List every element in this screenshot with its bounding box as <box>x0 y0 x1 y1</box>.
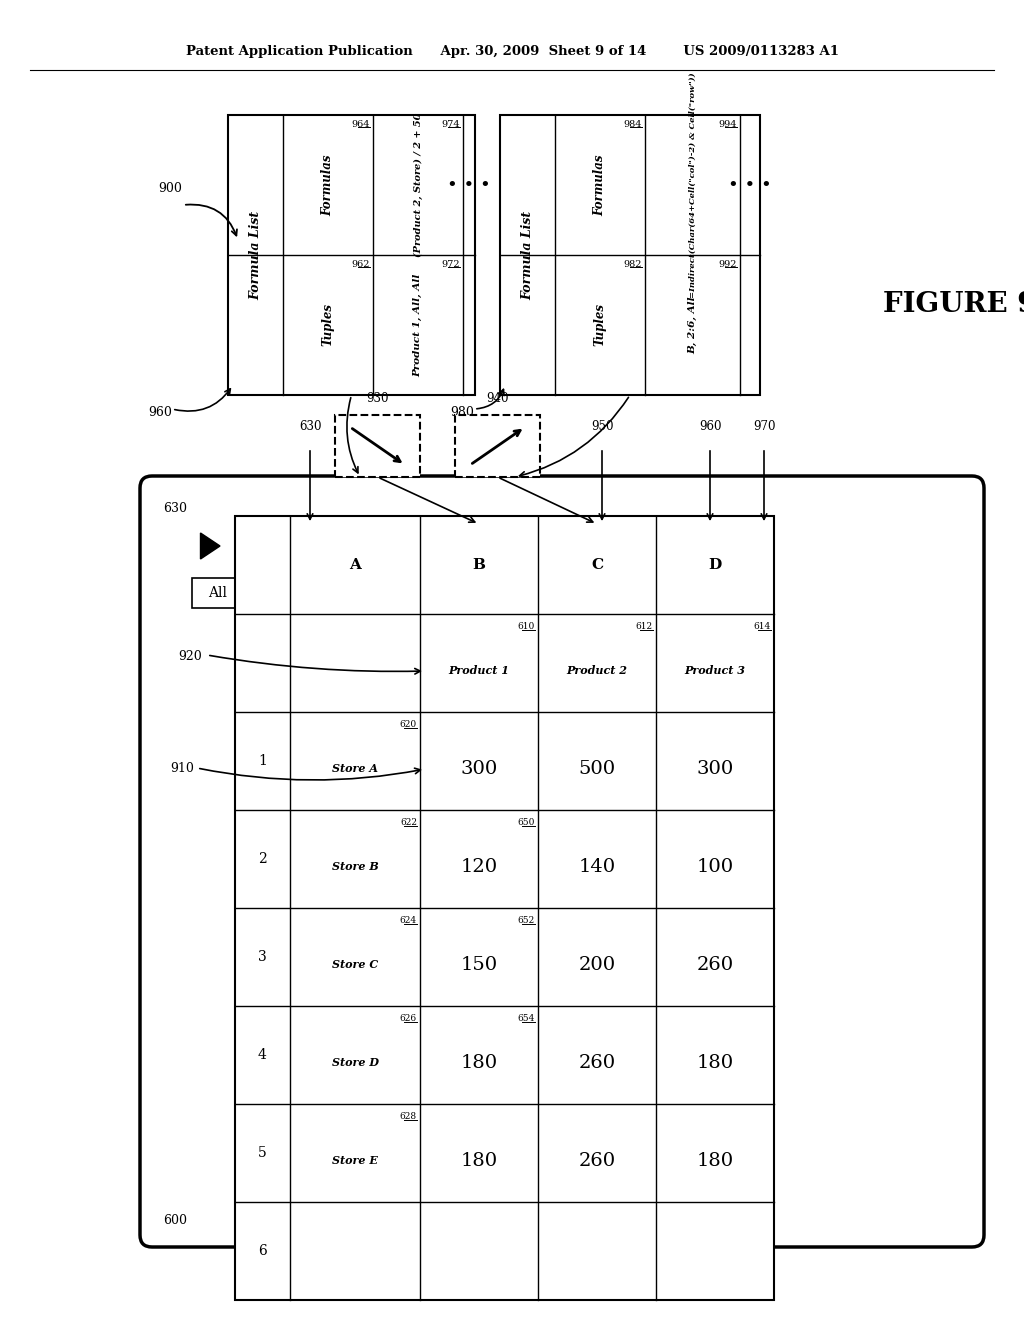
Text: 650: 650 <box>517 818 535 828</box>
Text: Tuples: Tuples <box>322 304 335 346</box>
Text: B, 2:6, All: B, 2:6, All <box>688 296 697 354</box>
Text: 994: 994 <box>719 120 737 129</box>
Text: 180: 180 <box>696 1053 733 1072</box>
Bar <box>455 414 540 477</box>
Polygon shape <box>201 533 220 558</box>
Text: 930: 930 <box>367 392 389 405</box>
Text: All: All <box>209 586 227 601</box>
Text: 984: 984 <box>624 120 642 129</box>
Text: 920: 920 <box>178 649 202 663</box>
Text: 964: 964 <box>351 120 370 129</box>
Text: 180: 180 <box>461 1053 498 1072</box>
Text: 180: 180 <box>461 1152 498 1170</box>
Text: Store A: Store A <box>332 763 378 775</box>
Text: 6: 6 <box>258 1243 267 1258</box>
Text: Patent Application Publication      Apr. 30, 2009  Sheet 9 of 14        US 2009/: Patent Application Publication Apr. 30, … <box>185 45 839 58</box>
Text: 982: 982 <box>624 260 642 269</box>
Text: 960: 960 <box>148 407 172 420</box>
Text: 614: 614 <box>754 622 771 631</box>
Text: 980: 980 <box>451 407 474 420</box>
Text: 180: 180 <box>696 1152 733 1170</box>
Text: 140: 140 <box>579 858 615 876</box>
Text: Formula List: Formula List <box>249 210 262 300</box>
Text: Store B: Store B <box>332 862 379 873</box>
Text: D: D <box>709 558 722 572</box>
Text: 260: 260 <box>579 1152 615 1170</box>
Text: 100: 100 <box>696 858 733 876</box>
FancyBboxPatch shape <box>140 477 984 1247</box>
Text: 624: 624 <box>400 916 417 925</box>
Text: 972: 972 <box>441 260 460 269</box>
Text: 962: 962 <box>351 260 370 269</box>
Text: 4: 4 <box>258 1048 267 1063</box>
Text: 654: 654 <box>517 1014 535 1023</box>
Text: FIGURE 9: FIGURE 9 <box>884 292 1024 318</box>
Text: 622: 622 <box>400 818 417 828</box>
Text: 900: 900 <box>158 181 182 194</box>
Text: 2: 2 <box>258 851 267 866</box>
Text: • • •: • • • <box>728 176 772 194</box>
Text: 600: 600 <box>163 1213 187 1226</box>
Text: 910: 910 <box>170 762 194 775</box>
Text: Store C: Store C <box>332 960 378 970</box>
Text: Store D: Store D <box>332 1057 379 1068</box>
Text: 626: 626 <box>400 1014 417 1023</box>
Text: 940: 940 <box>486 392 509 405</box>
Bar <box>335 414 420 477</box>
Text: 630: 630 <box>299 420 322 433</box>
Text: 300: 300 <box>696 760 733 777</box>
Bar <box>500 115 760 395</box>
Text: Tuples: Tuples <box>594 304 606 346</box>
Text: (Product 2, Store) / 2 + 50: (Product 2, Store) / 2 + 50 <box>414 112 423 257</box>
Text: Formula List: Formula List <box>521 210 534 300</box>
Text: =Indirect(Char(64+Cell("col")-2) & Cell("row")): =Indirect(Char(64+Cell("col")-2) & Cell(… <box>688 73 696 298</box>
Text: 950: 950 <box>591 420 613 433</box>
Text: Store E: Store E <box>332 1155 378 1167</box>
Text: • • •: • • • <box>447 176 490 194</box>
Text: 970: 970 <box>753 420 775 433</box>
Text: 960: 960 <box>698 420 721 433</box>
Bar <box>228 115 475 395</box>
Text: Formulas: Formulas <box>594 154 606 215</box>
Text: 652: 652 <box>518 916 535 925</box>
Text: Product 1: Product 1 <box>449 665 510 676</box>
Text: Product 1, All, All: Product 1, All, All <box>414 273 423 376</box>
Text: 5: 5 <box>258 1146 267 1160</box>
Text: 200: 200 <box>579 956 615 974</box>
Text: 974: 974 <box>441 120 460 129</box>
Text: 500: 500 <box>579 760 615 777</box>
Text: Formulas: Formulas <box>322 154 335 215</box>
Text: 300: 300 <box>461 760 498 777</box>
Text: 260: 260 <box>579 1053 615 1072</box>
Text: A: A <box>349 558 360 572</box>
Text: 630: 630 <box>163 502 187 515</box>
Text: C: C <box>591 558 603 572</box>
Text: Product 3: Product 3 <box>684 665 745 676</box>
Text: 628: 628 <box>400 1111 417 1121</box>
Text: B: B <box>472 558 485 572</box>
Text: Product 2: Product 2 <box>566 665 628 676</box>
Text: 150: 150 <box>461 956 498 974</box>
Text: 3: 3 <box>258 950 267 964</box>
Bar <box>193 578 244 609</box>
Text: 260: 260 <box>696 956 733 974</box>
Text: 992: 992 <box>719 260 737 269</box>
Text: 1: 1 <box>258 754 267 768</box>
Bar <box>234 516 774 1300</box>
Text: 612: 612 <box>636 622 653 631</box>
Text: 120: 120 <box>461 858 498 876</box>
Text: 610: 610 <box>518 622 535 631</box>
Text: 620: 620 <box>400 719 417 729</box>
